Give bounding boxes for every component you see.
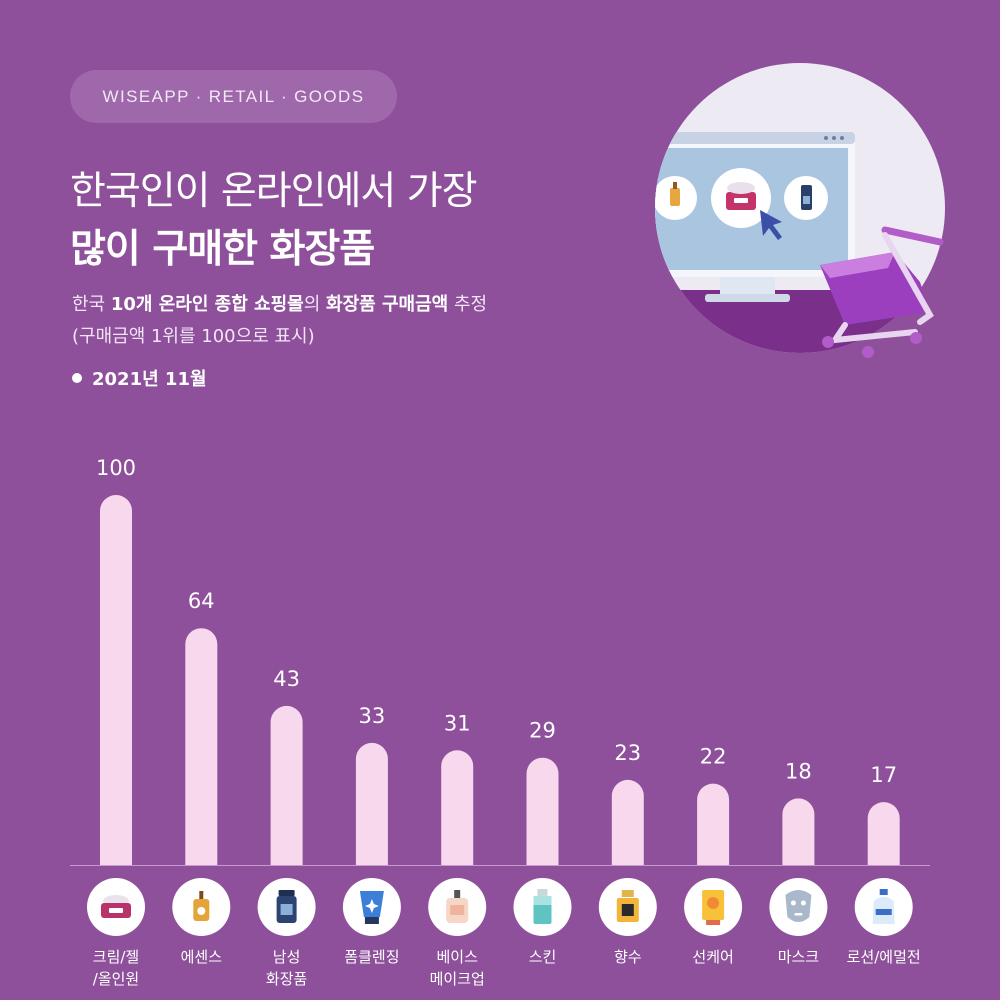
bar [867, 802, 900, 865]
essence-bottle-icon [172, 878, 231, 936]
subtitle: 한국 10개 온라인 종합 쇼핑몰의 화장품 구매금액 추정 [72, 290, 487, 316]
bar [185, 628, 218, 865]
bar [441, 750, 474, 865]
category-label: 남성 [273, 948, 301, 966]
category-label: 화장품 [266, 970, 307, 988]
cream-jar-icon [87, 878, 145, 936]
perfume-bottle-icon [598, 878, 657, 936]
category-label: 베이스 [436, 948, 478, 966]
bar [782, 798, 815, 865]
category-label: /올인원 [93, 970, 139, 988]
cursor-arrow-icon [760, 210, 782, 240]
base-makeup-bottle-icon [428, 878, 487, 936]
subtitle-post: 추정 [448, 294, 488, 315]
title-line-2: 많이 구매한 화장품 [70, 227, 375, 272]
bar [697, 783, 730, 865]
bar [270, 705, 303, 865]
brand-tag-pill: WISEAPP · RETAIL · GOODS [70, 70, 397, 123]
skin-toner-bottle-icon [513, 878, 572, 936]
subtitle-bold-malls: 10개 온라인 종합 쇼핑몰 [110, 294, 304, 315]
bar-value-label: 23 [614, 741, 641, 765]
category-label: 선케어 [692, 948, 733, 966]
men-skincare-bottle-icon [257, 878, 316, 936]
category-label: 로션/에멀전 [847, 948, 921, 966]
bar-value-label: 18 [785, 759, 812, 783]
bar-value-label: 22 [700, 745, 727, 769]
browser-bar [655, 132, 855, 144]
subtitle-mid: 의 [303, 294, 327, 315]
bar [100, 495, 132, 865]
category-label: 메이크업 [430, 970, 485, 988]
suncare-tube-icon [684, 878, 743, 936]
title-line-1: 한국인이 온라인에서 가장 [70, 169, 477, 214]
category-label: 마스크 [778, 948, 819, 966]
monitor-base [705, 294, 790, 302]
foam-cleansing-tube-icon [342, 878, 401, 936]
shopping-cart-icon [820, 226, 944, 358]
bar-value-label: 31 [444, 711, 471, 735]
subtitle-note: (구매금액 1위를 100으로 표시) [72, 326, 315, 347]
lotion-bottle-icon [854, 878, 913, 936]
sheet-mask-icon [769, 878, 828, 936]
shopping-illustration [655, 63, 945, 358]
bar-value-label: 17 [870, 763, 897, 787]
bar-value-label: 33 [359, 704, 386, 728]
bar-value-label: 29 [529, 719, 556, 743]
bar-value-label: 43 [273, 667, 300, 691]
bar [526, 757, 559, 865]
bar-value-label: 64 [188, 589, 215, 613]
bar [611, 779, 644, 865]
subtitle-pre: 한국 [72, 294, 111, 315]
bar [355, 742, 388, 865]
category-label: 폼클렌징 [344, 948, 399, 966]
brand-tag-text: WISEAPP · RETAIL · GOODS [102, 86, 365, 106]
category-label: 크림/젤 [93, 948, 139, 966]
bar-value-label: 100 [96, 456, 136, 480]
date-text: 2021년 11월 [92, 369, 207, 390]
subtitle-bold-amount: 화장품 구매금액 [326, 294, 449, 315]
category-label: 향수 [614, 948, 642, 966]
date-label: 2021년 11월 [72, 365, 207, 391]
category-label: 에센스 [181, 948, 223, 966]
bullet-dot [72, 373, 82, 383]
category-label: 스킨 [529, 948, 557, 966]
